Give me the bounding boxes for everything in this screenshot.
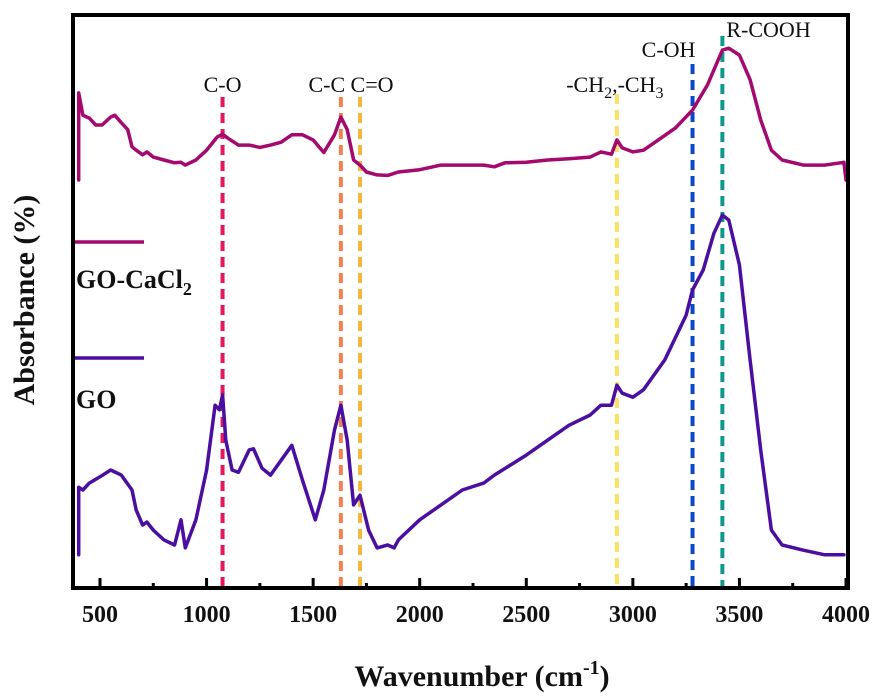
y-axis-title: Absorbance (%): [8, 195, 41, 406]
x-tick-label: 3000: [609, 602, 657, 628]
plot-frame: [71, 13, 850, 590]
annotation-label-3: -CH2,-CH3: [566, 72, 663, 102]
annotation-label-2: C=O: [351, 72, 394, 97]
annotation-label-1: C-C: [309, 72, 346, 97]
x-tick-label: 1000: [183, 602, 231, 628]
x-tick-label: 500: [82, 602, 118, 628]
legend: GO-CaCl2 GO: [75, 240, 192, 414]
x-tick-labels: 500 1000 1500 2000 2500 3000 3500 4000: [82, 602, 870, 628]
x-tick-label: 4000: [822, 602, 870, 628]
series-line-go: [76, 213, 846, 557]
x-axis-title: Wavenumber (cm-1): [354, 657, 609, 693]
x-tick-label: 3500: [715, 602, 763, 628]
annotation-lines: [220, 36, 725, 588]
x-tick-label: 2000: [396, 602, 444, 628]
annotation-label-4: C-OH: [642, 37, 696, 62]
x-ticks: [98, 578, 848, 588]
annotation-labels: C-O C-C C=O -CH2,-CH3 C-OH R-COOH: [204, 17, 811, 102]
series-line-go-cacl2: [76, 46, 848, 182]
legend-label-1: GO: [76, 385, 116, 414]
series-layer: [76, 46, 848, 557]
x-tick-label: 1500: [289, 602, 337, 628]
annotation-label-5: R-COOH: [726, 17, 810, 42]
x-tick-label: 2500: [502, 602, 550, 628]
legend-label-0: GO-CaCl2: [76, 265, 192, 299]
annotation-label-0: C-O: [204, 72, 242, 97]
